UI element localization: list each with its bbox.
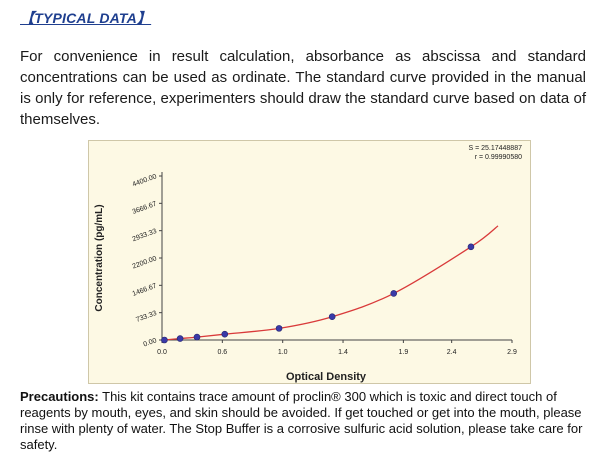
chart-curve-layer: [164, 225, 499, 341]
x-tick-label: 0.0: [157, 349, 167, 356]
data-point: [328, 313, 336, 321]
x-axis-label: Optical Density: [286, 371, 367, 383]
section-heading: 【TYPICAL DATA】: [20, 10, 152, 26]
data-point: [275, 325, 283, 332]
x-tick-label: 0.6: [217, 349, 227, 356]
annotation-correlation: r = 0.99990580: [475, 154, 522, 161]
precautions-text: This kit contains trace amount of procli…: [20, 389, 583, 452]
x-tick-label: 1.4: [338, 349, 348, 356]
data-point: [467, 243, 475, 251]
x-tick-label: 1.9: [399, 349, 409, 356]
fit-curve: [164, 225, 499, 341]
chart-svg: 0.0 0.6 1.0 1.4 1.9 2.4 2.90.00733.331466.6722…: [88, 140, 531, 384]
data-point: [390, 290, 398, 297]
chart-points-layer: [161, 243, 475, 344]
intro-paragraph: For convenience in result calculation, a…: [20, 48, 586, 128]
chart-axes: [161, 172, 512, 341]
x-tick-label: 2.9: [507, 349, 517, 356]
data-point: [161, 336, 168, 344]
x-tick-label: 2.4: [447, 349, 457, 356]
y-axis-label: Concentration (pg/mL): [94, 204, 105, 311]
data-point: [176, 335, 184, 342]
data-point: [193, 333, 201, 341]
standard-curve-chart: 0.0 0.6 1.0 1.4 1.9 2.4 2.9 0.00 733.33 1466.67 22…: [88, 140, 531, 384]
x-tick-label: 1.0: [278, 349, 288, 356]
data-point: [221, 330, 229, 338]
y-tick-label: 0.00: [142, 337, 157, 348]
precautions-label: Precautions:: [20, 389, 99, 404]
annotation-slope: S = 25.17448887: [468, 145, 522, 152]
precautions-paragraph: Precautions: This kit contains trace amo…: [20, 389, 586, 453]
